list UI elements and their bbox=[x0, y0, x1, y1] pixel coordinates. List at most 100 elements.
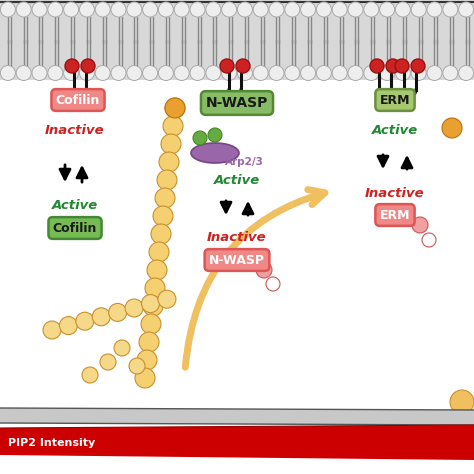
Circle shape bbox=[442, 118, 462, 138]
Circle shape bbox=[370, 59, 384, 73]
Circle shape bbox=[395, 65, 410, 81]
Circle shape bbox=[80, 65, 94, 81]
Circle shape bbox=[285, 2, 300, 17]
Circle shape bbox=[155, 188, 175, 208]
Circle shape bbox=[159, 152, 179, 172]
Circle shape bbox=[143, 296, 163, 316]
Circle shape bbox=[165, 98, 185, 118]
Circle shape bbox=[364, 65, 379, 81]
Circle shape bbox=[161, 134, 181, 154]
Circle shape bbox=[141, 314, 161, 334]
Circle shape bbox=[64, 65, 79, 81]
Circle shape bbox=[427, 65, 442, 81]
Circle shape bbox=[143, 65, 157, 81]
Circle shape bbox=[208, 128, 222, 142]
Circle shape bbox=[301, 65, 316, 81]
Circle shape bbox=[395, 2, 410, 17]
Circle shape bbox=[422, 233, 436, 247]
Circle shape bbox=[237, 2, 252, 17]
Circle shape bbox=[65, 59, 79, 73]
Circle shape bbox=[411, 59, 425, 73]
Circle shape bbox=[16, 2, 31, 17]
Circle shape bbox=[59, 317, 77, 335]
Text: Inactive: Inactive bbox=[45, 124, 105, 137]
Circle shape bbox=[222, 2, 237, 17]
Circle shape bbox=[285, 65, 300, 81]
Circle shape bbox=[332, 2, 347, 17]
Circle shape bbox=[220, 59, 234, 73]
Circle shape bbox=[43, 321, 61, 339]
Circle shape bbox=[153, 206, 173, 226]
Circle shape bbox=[151, 224, 171, 244]
Circle shape bbox=[92, 308, 110, 326]
Text: N-WASP: N-WASP bbox=[206, 96, 268, 110]
Circle shape bbox=[348, 2, 363, 17]
Circle shape bbox=[348, 65, 363, 81]
Polygon shape bbox=[0, 408, 474, 425]
Circle shape bbox=[142, 295, 160, 312]
Circle shape bbox=[32, 2, 47, 17]
Circle shape bbox=[139, 332, 159, 352]
Circle shape bbox=[111, 2, 126, 17]
Text: Active: Active bbox=[214, 173, 260, 186]
Circle shape bbox=[412, 217, 428, 233]
Circle shape bbox=[81, 59, 95, 73]
Circle shape bbox=[109, 303, 127, 321]
Circle shape bbox=[64, 2, 79, 17]
Circle shape bbox=[76, 312, 94, 330]
Circle shape bbox=[206, 2, 221, 17]
Circle shape bbox=[206, 65, 221, 81]
Circle shape bbox=[48, 2, 63, 17]
Circle shape bbox=[317, 65, 331, 81]
Circle shape bbox=[125, 299, 143, 317]
Circle shape bbox=[443, 65, 458, 81]
Circle shape bbox=[266, 277, 280, 291]
Circle shape bbox=[380, 2, 394, 17]
Circle shape bbox=[269, 2, 284, 17]
Circle shape bbox=[158, 290, 176, 308]
Circle shape bbox=[158, 65, 173, 81]
Circle shape bbox=[253, 65, 268, 81]
Circle shape bbox=[174, 2, 189, 17]
Circle shape bbox=[236, 59, 250, 73]
Circle shape bbox=[114, 340, 130, 356]
Circle shape bbox=[459, 2, 474, 17]
Circle shape bbox=[364, 2, 379, 17]
Circle shape bbox=[111, 65, 126, 81]
Text: Cofilin: Cofilin bbox=[53, 221, 97, 235]
Circle shape bbox=[100, 354, 116, 370]
Circle shape bbox=[269, 65, 284, 81]
Circle shape bbox=[147, 260, 167, 280]
Circle shape bbox=[450, 390, 474, 414]
Circle shape bbox=[332, 65, 347, 81]
Bar bbox=[0, 0, 474, 80]
Circle shape bbox=[80, 2, 94, 17]
Text: ERM: ERM bbox=[380, 209, 410, 221]
Circle shape bbox=[193, 131, 207, 145]
Text: Inactive: Inactive bbox=[365, 186, 425, 200]
Circle shape bbox=[95, 2, 110, 17]
Circle shape bbox=[386, 59, 400, 73]
Circle shape bbox=[127, 2, 142, 17]
Circle shape bbox=[301, 2, 316, 17]
Circle shape bbox=[256, 262, 272, 278]
Circle shape bbox=[137, 350, 157, 370]
Circle shape bbox=[237, 65, 252, 81]
Polygon shape bbox=[0, 425, 474, 460]
Circle shape bbox=[380, 65, 394, 81]
Text: Active: Active bbox=[52, 199, 98, 211]
Circle shape bbox=[145, 278, 165, 298]
Circle shape bbox=[253, 2, 268, 17]
FancyArrowPatch shape bbox=[185, 190, 325, 367]
Text: Active: Active bbox=[372, 124, 418, 137]
Circle shape bbox=[16, 65, 31, 81]
Text: Inactive: Inactive bbox=[207, 230, 267, 244]
Circle shape bbox=[411, 65, 426, 81]
Circle shape bbox=[32, 65, 47, 81]
Text: PIP2 Intensity: PIP2 Intensity bbox=[8, 438, 95, 448]
Ellipse shape bbox=[191, 143, 239, 163]
Circle shape bbox=[95, 65, 110, 81]
Text: Arp2/3: Arp2/3 bbox=[225, 157, 264, 167]
Circle shape bbox=[157, 170, 177, 190]
Circle shape bbox=[127, 65, 142, 81]
